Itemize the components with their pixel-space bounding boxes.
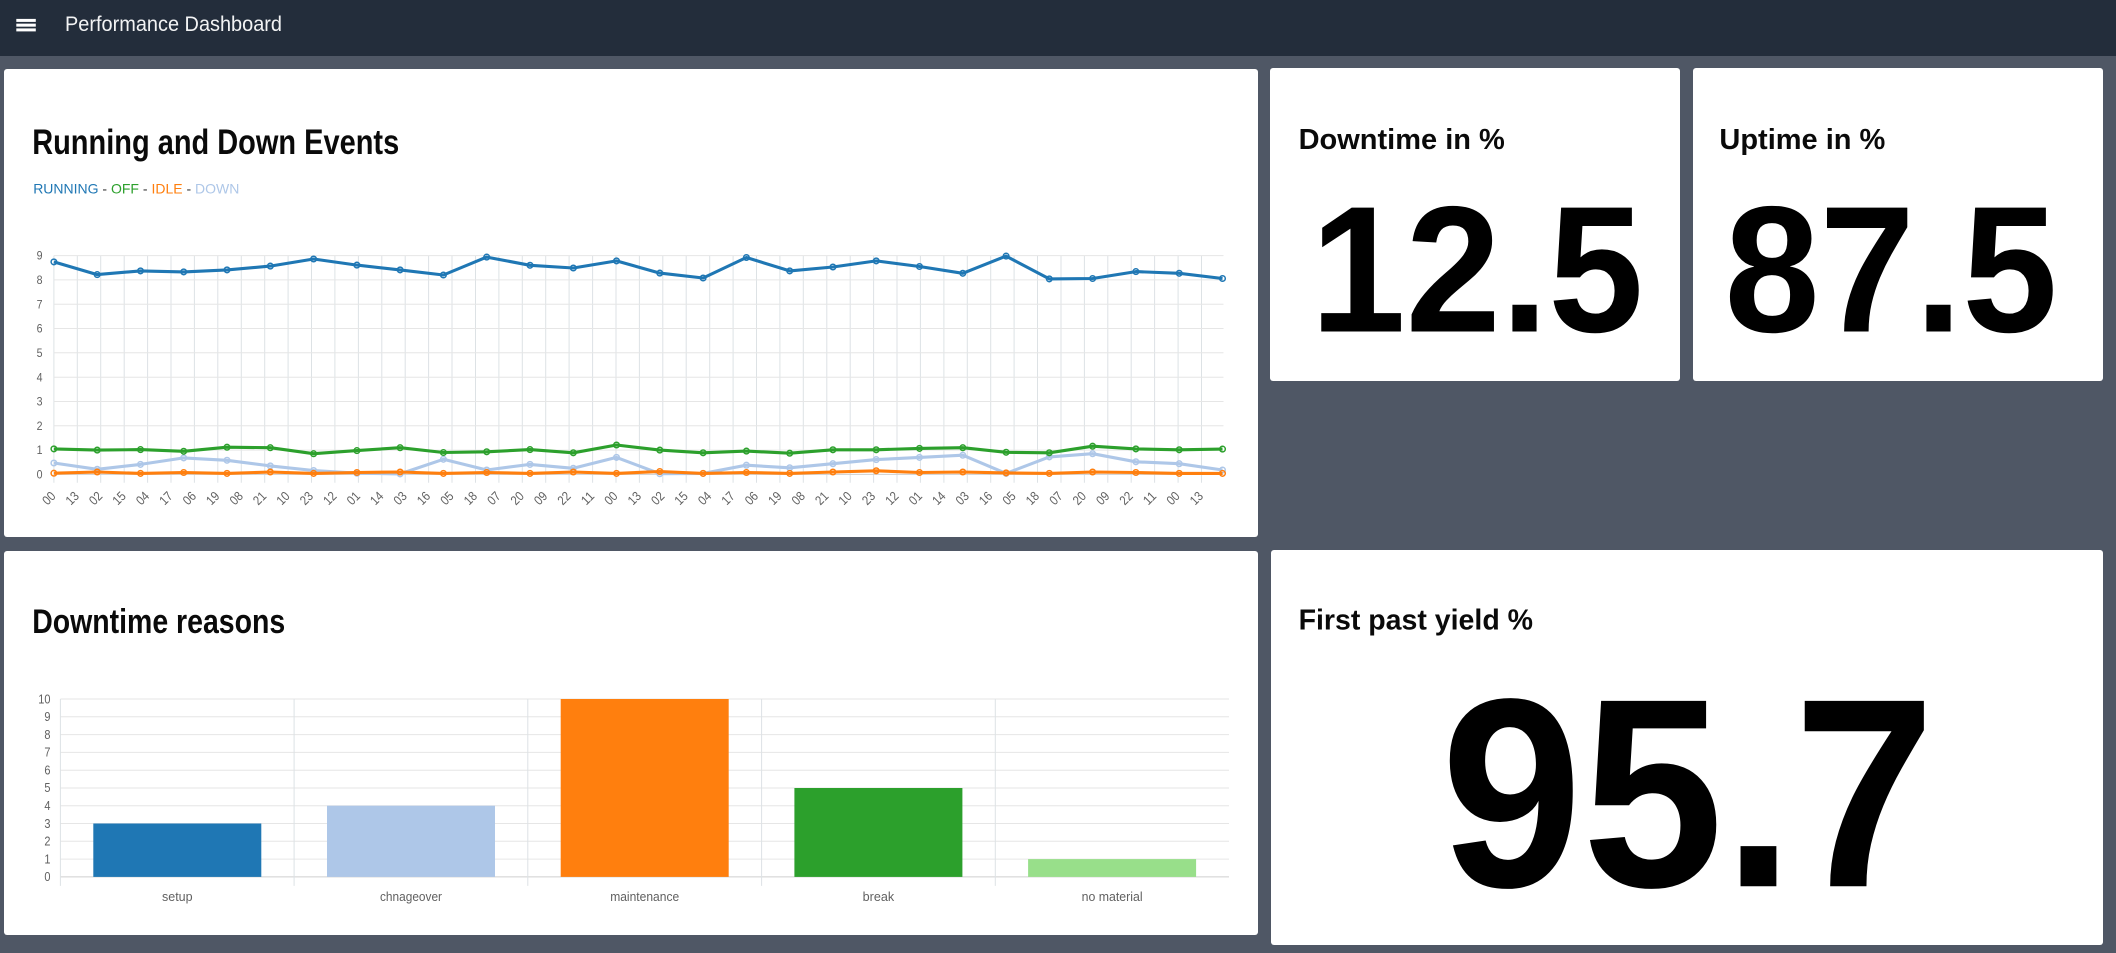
svg-text:9: 9 <box>44 709 50 724</box>
svg-text:3: 3 <box>44 816 50 831</box>
svg-text:8: 8 <box>37 273 43 287</box>
svg-text:3: 3 <box>37 395 43 409</box>
svg-text:First past yield %: First past yield % <box>1299 605 1533 637</box>
svg-text:break: break <box>863 890 895 904</box>
svg-text:0: 0 <box>37 468 43 482</box>
svg-text:Running and Down Events: Running and Down Events <box>32 123 399 162</box>
svg-text:95.7: 95.7 <box>1441 643 1935 944</box>
svg-text:4: 4 <box>44 798 50 813</box>
svg-text:2: 2 <box>44 834 50 849</box>
svg-text:Downtime reasons: Downtime reasons <box>32 603 285 641</box>
svg-text:5: 5 <box>37 346 43 360</box>
svg-text:maintenance: maintenance <box>610 890 679 904</box>
svg-text:10: 10 <box>38 691 50 706</box>
svg-text:6: 6 <box>37 322 43 336</box>
svg-text:12.5: 12.5 <box>1311 170 1644 371</box>
svg-text:0: 0 <box>44 869 50 884</box>
svg-text:1: 1 <box>37 443 43 457</box>
svg-text:5: 5 <box>44 780 50 795</box>
svg-text:7: 7 <box>44 745 50 760</box>
svg-text:6: 6 <box>44 763 50 778</box>
svg-text:7: 7 <box>37 297 43 311</box>
svg-text:9: 9 <box>37 249 43 263</box>
svg-text:chnageover: chnageover <box>380 890 442 904</box>
svg-text:8: 8 <box>44 727 50 742</box>
svg-text:setup: setup <box>162 890 193 904</box>
svg-text:no material: no material <box>1082 890 1143 904</box>
svg-text:2: 2 <box>37 419 43 433</box>
svg-text:RUNNING - OFF - IDLE - DOWN: RUNNING - OFF - IDLE - DOWN <box>33 181 239 197</box>
svg-text:Downtime in %: Downtime in % <box>1299 124 1505 156</box>
svg-text:Uptime in %: Uptime in % <box>1719 124 1885 156</box>
svg-text:Performance Dashboard: Performance Dashboard <box>65 13 282 36</box>
svg-text:1: 1 <box>44 851 50 866</box>
svg-text:87.5: 87.5 <box>1725 170 2058 371</box>
svg-text:4: 4 <box>37 370 43 384</box>
